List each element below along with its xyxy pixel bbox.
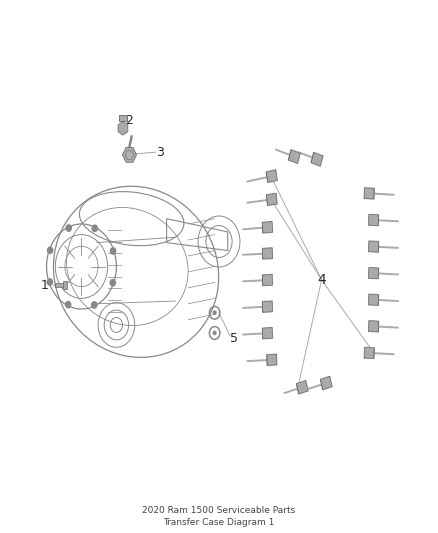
Circle shape [47, 279, 53, 285]
Polygon shape [262, 274, 272, 286]
Polygon shape [364, 188, 374, 199]
Circle shape [66, 225, 71, 231]
Polygon shape [267, 193, 277, 205]
Text: 5: 5 [230, 332, 238, 345]
Text: 2: 2 [126, 114, 134, 127]
FancyBboxPatch shape [55, 283, 63, 287]
Polygon shape [368, 268, 378, 279]
Text: 4: 4 [317, 273, 326, 287]
Polygon shape [262, 301, 272, 312]
FancyBboxPatch shape [119, 115, 127, 122]
Polygon shape [297, 381, 308, 394]
Polygon shape [262, 248, 272, 259]
Text: 3: 3 [156, 146, 164, 159]
Circle shape [47, 247, 53, 254]
Polygon shape [321, 376, 332, 390]
Polygon shape [368, 321, 378, 332]
Polygon shape [289, 150, 300, 164]
Polygon shape [262, 222, 272, 233]
Polygon shape [262, 328, 272, 339]
Circle shape [92, 302, 97, 308]
Polygon shape [364, 348, 374, 359]
Polygon shape [267, 354, 277, 366]
Polygon shape [266, 170, 277, 182]
Circle shape [213, 311, 216, 314]
Circle shape [110, 248, 116, 254]
Text: 2020 Ram 1500 Serviceable Parts
Transfer Case Diagram 1: 2020 Ram 1500 Serviceable Parts Transfer… [142, 506, 296, 527]
Circle shape [92, 225, 97, 231]
Circle shape [213, 332, 216, 335]
Polygon shape [368, 294, 378, 305]
Text: 1: 1 [40, 279, 48, 292]
Circle shape [110, 279, 116, 286]
Circle shape [66, 302, 71, 308]
Polygon shape [368, 241, 378, 252]
Polygon shape [311, 152, 323, 166]
Polygon shape [368, 214, 378, 225]
FancyBboxPatch shape [63, 281, 67, 289]
